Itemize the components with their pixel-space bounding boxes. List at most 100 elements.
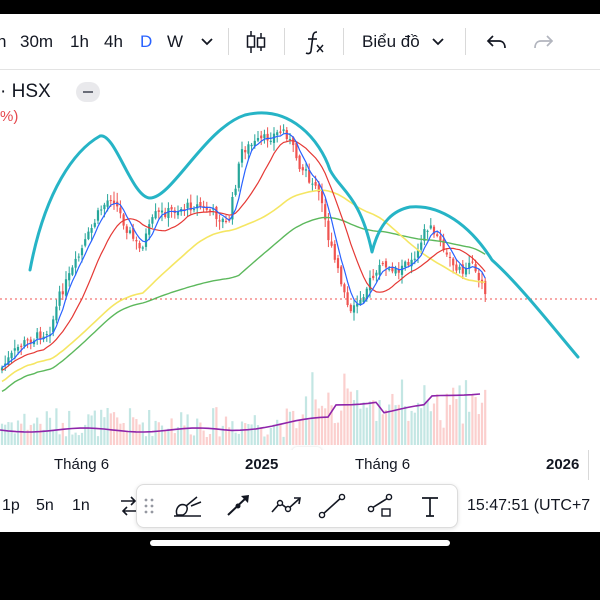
volume-bar bbox=[343, 373, 346, 445]
candle-body bbox=[359, 299, 362, 305]
home-indicator bbox=[150, 540, 450, 546]
candle-body bbox=[327, 220, 330, 241]
candle-body bbox=[208, 209, 212, 211]
volume-bar bbox=[461, 423, 464, 445]
text-tool-icon[interactable] bbox=[419, 494, 441, 518]
candle-body bbox=[39, 331, 42, 340]
candle-body bbox=[304, 169, 308, 171]
ray-tool-icon[interactable] bbox=[365, 493, 395, 519]
candle-body bbox=[196, 204, 199, 209]
candle-body bbox=[282, 129, 285, 131]
candle-body bbox=[356, 303, 359, 307]
candle-body bbox=[429, 225, 432, 229]
compare-arrows-icon[interactable] bbox=[118, 494, 140, 518]
volume-bar bbox=[224, 416, 228, 445]
trend-line-icon[interactable] bbox=[317, 493, 347, 519]
candle-body bbox=[13, 348, 16, 351]
redo-icon[interactable] bbox=[532, 30, 556, 54]
volume-bar bbox=[10, 422, 13, 445]
moving-average-mid bbox=[1, 140, 486, 371]
undo-icon[interactable] bbox=[484, 30, 508, 54]
volume-bar bbox=[336, 422, 340, 445]
volume-bar bbox=[13, 433, 16, 445]
interval-w[interactable]: W bbox=[167, 32, 184, 51]
candle-body bbox=[416, 250, 420, 258]
candle-body bbox=[90, 227, 93, 233]
arrow-tool-icon[interactable] bbox=[223, 493, 253, 519]
candle-body bbox=[269, 140, 272, 142]
volume-bar bbox=[212, 408, 215, 445]
candle-body bbox=[170, 207, 173, 210]
volume-bar bbox=[423, 385, 426, 445]
function-fx-icon[interactable] bbox=[303, 29, 327, 55]
candle-body bbox=[468, 262, 471, 269]
candle-body bbox=[52, 319, 55, 333]
volume-bar bbox=[96, 436, 100, 445]
price-chart[interactable] bbox=[0, 70, 600, 450]
candle-body bbox=[397, 269, 400, 273]
candle-body bbox=[448, 256, 452, 258]
candle-body bbox=[352, 305, 356, 313]
candle-body bbox=[189, 202, 192, 211]
volume-bar bbox=[112, 412, 116, 445]
candle-body bbox=[157, 210, 160, 212]
chevron-down-icon[interactable] bbox=[431, 35, 445, 49]
candle-body bbox=[404, 261, 407, 268]
volume-bar bbox=[52, 430, 55, 445]
interval-h[interactable]: h bbox=[0, 32, 7, 51]
volume-bar bbox=[64, 436, 68, 445]
candle-body bbox=[384, 261, 388, 268]
volume-bar bbox=[285, 408, 288, 445]
clock-timezone[interactable]: 15:47:51 (UTC+7 bbox=[467, 497, 591, 514]
candle-body bbox=[23, 340, 26, 347]
interval-d[interactable]: D bbox=[140, 32, 153, 51]
chart-area[interactable]: · HSX %) bbox=[0, 70, 600, 475]
volume-bar bbox=[80, 432, 84, 445]
volume-bar bbox=[420, 408, 423, 445]
volume-bar bbox=[199, 422, 202, 445]
drag-handle-icon[interactable] bbox=[143, 497, 155, 515]
candle-body bbox=[215, 206, 218, 220]
volume-bar bbox=[164, 430, 167, 445]
candle-body bbox=[29, 339, 32, 344]
volume-bars bbox=[0, 372, 487, 445]
volume-bar bbox=[477, 414, 480, 445]
candle-body bbox=[199, 202, 202, 208]
candle-body bbox=[436, 234, 439, 236]
interval-30m[interactable]: 30m bbox=[20, 32, 54, 51]
volume-bar bbox=[288, 411, 292, 445]
volume-bar bbox=[445, 393, 448, 445]
range-1n[interactable]: 1n bbox=[72, 497, 90, 514]
hand-drawn-curve[interactable] bbox=[28, 111, 580, 359]
range-5n[interactable]: 5n bbox=[36, 497, 54, 514]
candle-body bbox=[71, 267, 74, 275]
candle-body bbox=[87, 231, 90, 240]
range-1p[interactable]: 1p bbox=[2, 497, 20, 514]
interval-1h[interactable]: 1h bbox=[70, 32, 89, 51]
volume-bar bbox=[304, 396, 308, 445]
brush-icon[interactable] bbox=[171, 493, 205, 519]
volume-bar bbox=[154, 420, 157, 445]
volume-bar bbox=[250, 424, 253, 445]
volume-bar bbox=[340, 410, 343, 445]
candlestick-icon[interactable] bbox=[244, 29, 268, 55]
candle-body bbox=[218, 220, 221, 222]
path-tool-icon[interactable] bbox=[269, 493, 305, 519]
candle-body bbox=[484, 280, 487, 295]
candle-body bbox=[298, 155, 301, 170]
volume-bar bbox=[432, 403, 436, 445]
volume-bar bbox=[349, 391, 352, 445]
candle-body bbox=[202, 205, 205, 207]
interval-4h[interactable]: 4h bbox=[104, 32, 123, 51]
candle-body bbox=[144, 233, 148, 247]
collapse-legend-button[interactable] bbox=[76, 82, 100, 102]
volume-bar bbox=[352, 400, 356, 445]
symbol-title: · HSX bbox=[0, 81, 51, 102]
volume-bar bbox=[160, 425, 164, 445]
volume-bar bbox=[388, 404, 391, 445]
chevron-down-icon[interactable] bbox=[200, 35, 214, 49]
volume-bar bbox=[167, 428, 170, 445]
candle-body bbox=[167, 207, 170, 219]
chart-type-button[interactable]: Biểu đồ bbox=[362, 32, 420, 51]
candle-body bbox=[413, 258, 416, 260]
